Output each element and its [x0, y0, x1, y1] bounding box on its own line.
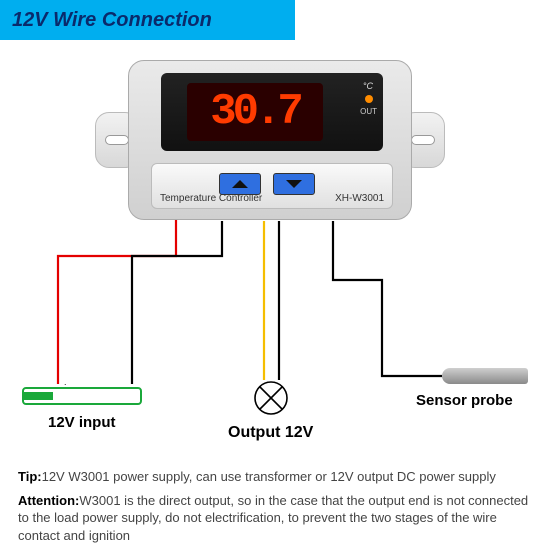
- tip-heading: Tip:: [18, 469, 42, 484]
- tip-text: 12V W3001 power supply, can use transfor…: [42, 469, 496, 484]
- temperature-reading: 30.7: [210, 87, 300, 137]
- tip-line: Tip:12V W3001 power supply, can use tran…: [18, 468, 536, 486]
- wire-sensor: [333, 221, 442, 376]
- mount-hole-right: [411, 135, 435, 145]
- title-bar: 12V Wire Connection: [0, 0, 550, 40]
- sensor-probe-icon: [442, 368, 528, 384]
- notes-block: Tip:12V W3001 power supply, can use tran…: [18, 468, 536, 544]
- unit-label: °C: [363, 81, 373, 91]
- up-button[interactable]: [219, 173, 261, 195]
- device-model-label: XH-W3001: [335, 193, 384, 204]
- attention-line: Attention:W3001 is the direct output, so…: [18, 492, 536, 545]
- wiring-diagram: °C OUT 30.7 Temperature Controller XH-W3…: [0, 40, 550, 550]
- sensor-label: Sensor probe: [416, 392, 513, 409]
- arrow-down-icon: [286, 180, 302, 188]
- mount-hole-left: [105, 135, 129, 145]
- attention-text: W3001 is the direct output, so in the ca…: [18, 493, 528, 543]
- out-label: OUT: [360, 107, 377, 116]
- input-label: 12V input: [48, 414, 116, 431]
- page-title: 12V Wire Connection: [12, 9, 212, 32]
- arrow-up-icon: [232, 180, 248, 188]
- input-jack-icon: + -: [22, 384, 152, 412]
- control-strip: Temperature Controller XH-W3001: [151, 163, 393, 209]
- polarity-minus: -: [132, 384, 136, 389]
- device-main: °C OUT 30.7 Temperature Controller XH-W3…: [128, 60, 412, 220]
- output-symbol-icon: [251, 378, 291, 418]
- polarity-plus: +: [62, 384, 68, 389]
- lcd-screen: 30.7: [187, 83, 323, 141]
- down-button[interactable]: [273, 173, 315, 195]
- output-label: Output 12V: [228, 424, 313, 442]
- attention-heading: Attention:: [18, 493, 79, 508]
- wire-red: [58, 220, 176, 384]
- out-led-icon: [365, 95, 373, 103]
